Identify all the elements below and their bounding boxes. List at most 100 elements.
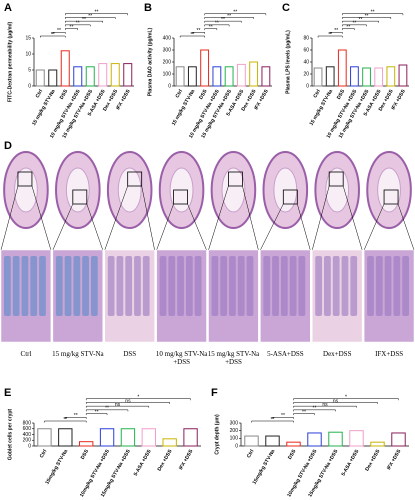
significance-label: **: [63, 417, 67, 423]
significance-bracket: [329, 32, 343, 34]
crypt: [39, 256, 46, 316]
zoom-box: [173, 189, 188, 205]
significance-label: **: [302, 409, 306, 415]
bar: [85, 66, 95, 87]
significance-bracket: [85, 398, 191, 401]
y-tick-label: 600: [23, 426, 32, 432]
significance-bracket: [65, 17, 116, 19]
panel-label: D: [4, 140, 12, 152]
bar: [386, 66, 396, 87]
crypt: [134, 256, 141, 316]
significance-label: **: [334, 28, 338, 34]
y-tick-label: 80: [303, 35, 309, 41]
bar: [60, 50, 70, 87]
histology-caption: 10 mg/kg STV-Na +DSS: [155, 350, 208, 366]
crypt: [367, 256, 374, 316]
panel-label: E: [4, 387, 11, 399]
significance-label: **: [88, 13, 92, 19]
significance-bracket: [342, 17, 392, 19]
significance-label: **: [271, 417, 275, 423]
bar: [391, 432, 406, 447]
significance-label: **: [76, 21, 80, 27]
significance-bracket: [342, 13, 404, 16]
significance-label: **: [209, 24, 213, 30]
crypt: [229, 256, 236, 316]
significance-label: **: [57, 28, 61, 34]
significance-label: **: [371, 10, 375, 16]
y-tick-label: 0: [168, 83, 171, 89]
crypt: [90, 256, 98, 316]
zoom-box: [228, 171, 243, 187]
bar: [187, 66, 197, 87]
bar: [349, 430, 364, 447]
significance-label: **: [95, 409, 99, 415]
bar: [224, 66, 234, 87]
y-axis-label: Plasma DAO activity (pg/mL): [147, 27, 153, 96]
zoom-box: [383, 189, 399, 205]
significance-bracket: [204, 20, 242, 23]
significance-label: **: [74, 413, 78, 419]
crypt: [12, 256, 20, 316]
bar: [398, 64, 408, 87]
bar: [183, 428, 198, 447]
bar: [79, 441, 94, 447]
bar: [141, 428, 156, 447]
y-tick-label: 60: [303, 47, 309, 53]
bar: [48, 69, 58, 87]
histology-caption: DSS: [123, 350, 137, 358]
x-tick-label: DSS: [287, 448, 298, 460]
crypt: [142, 256, 150, 316]
crypt: [341, 256, 349, 316]
significance-bracket: [204, 24, 230, 27]
bar: [175, 66, 185, 87]
crypt: [246, 256, 254, 316]
significance-bracket: [293, 413, 315, 416]
zoom-box: [282, 189, 298, 205]
bar: [73, 66, 83, 87]
crypt: [168, 256, 176, 316]
significance-label: **: [82, 17, 86, 23]
bar: [123, 63, 133, 87]
crypt: [324, 256, 331, 316]
significance-label: **: [227, 13, 231, 19]
significance-bracket: [85, 413, 108, 416]
significance-bracket: [65, 20, 103, 23]
y-tick-label: 0: [28, 83, 31, 89]
bar: [98, 63, 108, 87]
significance-label: ns: [125, 398, 131, 404]
significance-bracket: [65, 417, 87, 419]
significance-label: **: [352, 21, 356, 27]
crypt: [272, 256, 279, 316]
crypt: [332, 256, 340, 316]
x-tick-label: 15mg/kg STV-Na: [252, 448, 277, 485]
significance-label: **: [105, 406, 109, 412]
panel-label: B: [144, 2, 152, 14]
significance-label: **: [233, 10, 237, 16]
significance-bracket: [85, 405, 150, 408]
significance-bracket: [204, 17, 254, 19]
crypt: [402, 256, 409, 316]
x-tick-label: IFX +DSS: [386, 448, 403, 471]
significance-label: **: [221, 17, 225, 23]
zoom-box: [17, 171, 33, 187]
significance-bracket: [85, 402, 170, 404]
y-axis-label: Plasma LPS levels (pg/mL): [285, 30, 291, 94]
zoom-line: [52, 203, 74, 251]
significance-bracket: [204, 13, 267, 16]
bar: [37, 428, 52, 447]
x-tick-label: DSS: [336, 88, 347, 100]
histology-caption: Dex+DSS: [323, 350, 352, 358]
x-tick-label: DSS: [198, 88, 209, 100]
y-tick-label: 100: [163, 71, 172, 77]
bar: [212, 66, 222, 87]
zoom-line: [297, 203, 311, 251]
crypt: [350, 256, 358, 316]
x-tick-label: Ctrl: [312, 88, 322, 99]
y-axis-label: Crypt depth (μm): [214, 414, 220, 455]
crypt: [4, 256, 11, 316]
crypt: [185, 256, 193, 316]
histology-caption: 5-ASA+DSS: [267, 350, 304, 358]
crypt: [211, 256, 219, 316]
y-axis-label: Goblet cells per crypt: [7, 409, 13, 460]
tissue-lumen: [117, 167, 142, 213]
